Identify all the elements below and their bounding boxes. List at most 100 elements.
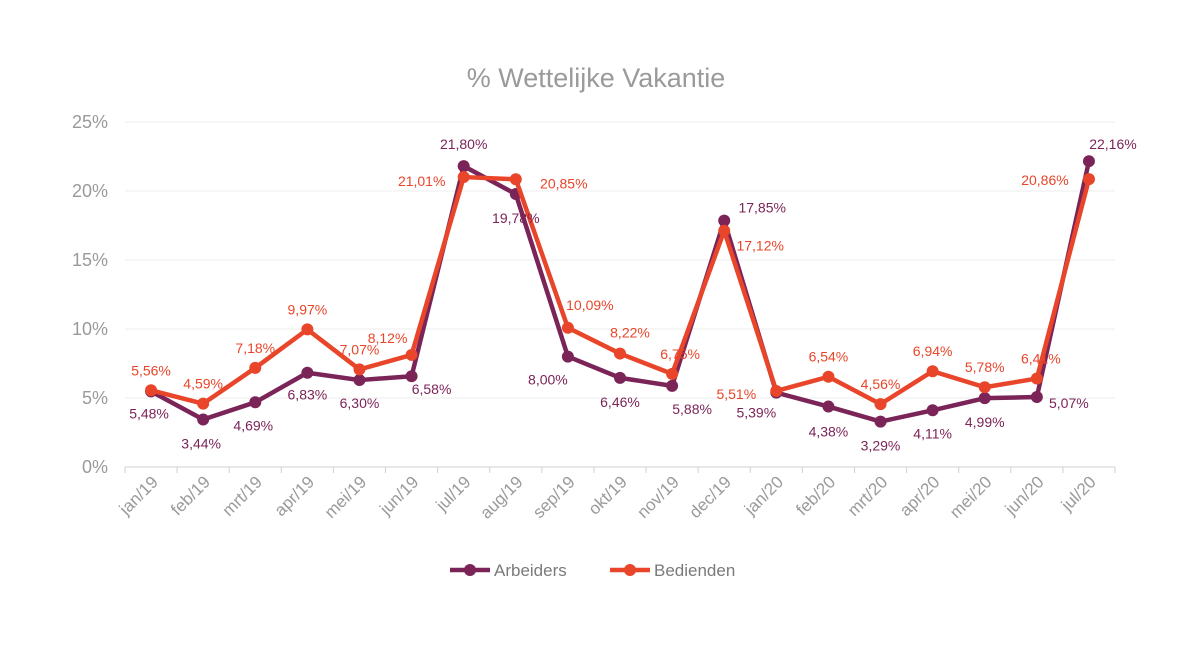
data-label-arbeiders: 5,88% xyxy=(672,401,712,417)
data-label-bedienden: 6,54% xyxy=(809,349,849,365)
data-point-bedienden xyxy=(405,348,418,361)
x-tick-label: feb/20 xyxy=(792,472,839,519)
data-point-bedienden xyxy=(978,381,991,394)
data-point-arbeiders xyxy=(822,400,835,413)
data-label-arbeiders: 6,30% xyxy=(340,395,380,411)
data-label-bedienden: 5,51% xyxy=(716,386,756,402)
data-label-arbeiders: 21,80% xyxy=(440,136,487,152)
x-tick-label: jun/19 xyxy=(376,472,423,519)
data-point-arbeiders xyxy=(301,366,314,379)
data-point-bedienden xyxy=(561,321,574,334)
legend: Arbeiders Bedienden xyxy=(450,561,735,580)
x-tick-label: sep/19 xyxy=(529,472,579,522)
x-tick-label: jul/19 xyxy=(432,472,475,515)
legend-label-bedienden: Bedienden xyxy=(654,561,735,580)
data-point-arbeiders xyxy=(1082,155,1095,168)
x-tick-label: nov/19 xyxy=(633,472,683,522)
data-label-arbeiders: 6,58% xyxy=(412,381,452,397)
data-label-arbeiders: 3,44% xyxy=(181,436,221,452)
data-point-arbeiders xyxy=(561,350,574,363)
data-point-arbeiders xyxy=(197,413,210,426)
data-label-arbeiders: 22,16% xyxy=(1089,136,1136,152)
y-axis: 0% 5% 10% 15% 20% 25% xyxy=(72,112,108,477)
x-tick-label: mei/20 xyxy=(946,472,996,522)
data-label-arbeiders: 6,46% xyxy=(600,394,640,410)
data-point-bedienden xyxy=(1030,372,1043,385)
x-tick-label: jan/20 xyxy=(740,472,787,519)
data-point-bedienden xyxy=(822,370,835,383)
x-tick-label: mei/19 xyxy=(321,472,371,522)
gridlines xyxy=(125,121,1115,468)
data-label-bedienden: 5,56% xyxy=(131,362,171,378)
series-group xyxy=(145,155,1095,428)
data-label-bedienden: 6,94% xyxy=(913,343,953,359)
data-point-bedienden xyxy=(874,398,887,411)
data-point-arbeiders xyxy=(457,160,470,173)
x-axis: jan/19 feb/19 mrt/19 apr/19 mei/19 jun/19 jul/… xyxy=(115,467,1116,523)
data-point-arbeiders xyxy=(666,379,679,392)
x-tick-label: aug/19 xyxy=(476,472,526,522)
data-label-bedienden: 20,86% xyxy=(1021,172,1068,188)
data-label-arbeiders: 5,48% xyxy=(129,405,169,421)
data-label-bedienden: 21,01% xyxy=(398,173,445,189)
x-tick-label: jun/20 xyxy=(1001,472,1048,519)
data-label-bedienden: 10,09% xyxy=(566,297,613,313)
x-tick-label: okt/19 xyxy=(585,472,631,518)
data-label-arbeiders: 5,39% xyxy=(736,405,776,421)
data-label-bedienden: 8,22% xyxy=(610,325,650,341)
data-point-bedienden xyxy=(926,365,939,378)
data-point-arbeiders xyxy=(1030,391,1043,404)
data-point-bedienden xyxy=(145,384,158,397)
data-label-arbeiders: 4,38% xyxy=(809,424,849,440)
data-label-bedienden: 8,12% xyxy=(368,330,408,346)
data-point-bedienden xyxy=(509,173,522,186)
data-label-arbeiders: 5,07% xyxy=(1049,395,1089,411)
y-tick-label: 0% xyxy=(82,457,108,477)
data-label-bedienden: 4,59% xyxy=(183,376,223,392)
x-tick-label: apr/19 xyxy=(271,472,319,520)
series-line-bedienden xyxy=(148,174,1092,407)
data-label-arbeiders: 4,11% xyxy=(913,425,952,441)
y-tick-label: 10% xyxy=(72,319,108,339)
legend-marker-arbeiders xyxy=(464,564,476,576)
data-point-bedienden xyxy=(249,361,262,374)
x-tick-label: apr/20 xyxy=(896,472,944,520)
data-label-arbeiders: 6,83% xyxy=(288,387,328,403)
x-tick-label: mrt/19 xyxy=(219,472,267,520)
x-tick-label: jul/20 xyxy=(1057,472,1100,515)
data-point-bedienden xyxy=(770,384,783,397)
y-tick-label: 25% xyxy=(72,112,108,132)
x-tick-label: dec/19 xyxy=(686,472,736,522)
data-label-bedienden: 7,07% xyxy=(340,341,380,357)
data-label-bedienden: 9,97% xyxy=(288,301,328,317)
data-label-bedienden: 4,56% xyxy=(861,376,901,392)
data-label-bedienden: 5,78% xyxy=(965,359,1005,375)
x-tick-label: feb/19 xyxy=(167,472,214,519)
data-labels: 5,48% 3,44% 4,69% 6,83% 6,30% 6,58% 21,80% 19,7… xyxy=(129,136,1136,453)
data-point-bedienden xyxy=(1082,173,1095,186)
data-point-arbeiders xyxy=(978,392,991,405)
legend-marker-bedienden xyxy=(624,564,636,576)
data-label-bedienden: 6,75% xyxy=(660,346,700,362)
data-point-arbeiders xyxy=(614,371,626,384)
data-point-arbeiders xyxy=(926,404,939,417)
data-point-arbeiders xyxy=(405,370,418,383)
data-label-arbeiders: 19,78% xyxy=(492,210,539,226)
legend-label-arbeiders: Arbeiders xyxy=(494,561,567,580)
y-tick-label: 20% xyxy=(72,181,108,201)
data-label-arbeiders: 4,69% xyxy=(233,417,273,433)
data-label-bedienden: 17,12% xyxy=(736,238,783,254)
data-point-bedienden xyxy=(457,171,470,184)
data-point-arbeiders xyxy=(874,415,887,428)
data-point-arbeiders xyxy=(718,214,731,227)
data-point-bedienden xyxy=(353,363,366,376)
data-point-bedienden xyxy=(718,224,731,237)
data-label-bedienden: 20,85% xyxy=(540,175,587,191)
data-label-arbeiders: 17,85% xyxy=(738,200,785,216)
data-point-bedienden xyxy=(666,367,679,380)
data-point-bedienden xyxy=(614,347,626,360)
data-point-arbeiders xyxy=(249,396,262,409)
data-label-arbeiders: 3,29% xyxy=(861,438,901,454)
data-label-arbeiders: 8,00% xyxy=(528,372,568,388)
